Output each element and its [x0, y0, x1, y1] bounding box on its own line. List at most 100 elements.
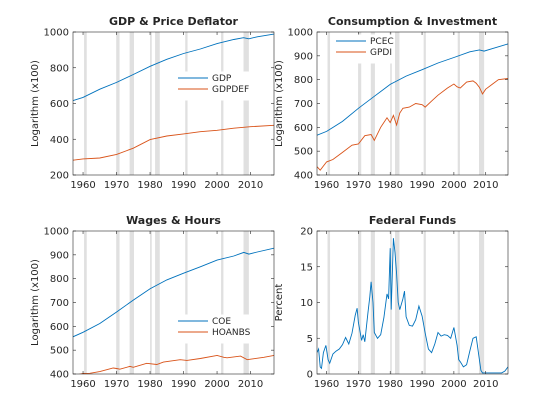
- y-axis-label: Logarithm (x100): [30, 60, 41, 147]
- series-line-coe: [73, 247, 274, 338]
- y-tick-label: 900: [50, 250, 69, 261]
- legend-label: COE: [212, 317, 231, 327]
- x-tick-label: 1990: [409, 180, 434, 191]
- x-tick-label: 2000: [441, 180, 466, 191]
- x-tick-label: 1960: [314, 180, 339, 191]
- x-tick-label: 1960: [314, 379, 339, 390]
- recession-band: [423, 32, 426, 175]
- y-tick-label: 0: [307, 370, 313, 381]
- y-tick-label: 1000: [288, 28, 313, 39]
- chart-panel-1: 1960 1970 1980 1990 2000 2010 200 400 600 800 1000…: [30, 15, 275, 191]
- y-tick-label: 1000: [44, 28, 69, 39]
- x-tick-label: 1990: [171, 180, 196, 191]
- x-tick-label: 1970: [104, 379, 129, 390]
- chart-panel-2: 1960 1970 1980 1990 2000 2010 400 500 600 700 800 9…: [274, 15, 509, 191]
- y-tick-label: 600: [50, 99, 69, 110]
- legend-label: HOANBS: [212, 328, 251, 338]
- recession-band: [243, 32, 249, 175]
- legend-box: [174, 314, 267, 344]
- x-tick-label: 1970: [346, 379, 371, 390]
- x-tick-label: 2010: [473, 180, 498, 191]
- recession-band: [457, 231, 460, 374]
- x-tick-label: 1980: [137, 180, 162, 191]
- y-tick-label: 400: [294, 171, 313, 182]
- chart-panel-3: 1960 1970 1980 1990 2000 2010 400 500 600 700 800 9…: [30, 214, 275, 390]
- x-tick-label: 2010: [238, 379, 263, 390]
- y-axis-label: Percent: [274, 284, 285, 322]
- x-tick-label: 2000: [441, 379, 466, 390]
- legend-box: [332, 34, 394, 64]
- recession-band: [423, 231, 426, 374]
- legend-label: GPDI: [370, 48, 392, 58]
- y-tick-label: 400: [50, 135, 69, 146]
- y-tick-label: 600: [50, 322, 69, 333]
- series-line-gdp: [73, 33, 274, 102]
- x-tick-label: 1970: [346, 180, 371, 191]
- chart-panel-4: 1960 1970 1980 1990 2000 2010 0 5 10 15 20 Federal …: [274, 214, 509, 390]
- series-line-gdpdef: [73, 124, 274, 161]
- recession-band: [150, 231, 152, 374]
- recession-band: [394, 32, 400, 175]
- recession-band: [129, 231, 134, 374]
- recession-band: [84, 32, 87, 175]
- y-tick-label: 400: [50, 370, 69, 381]
- y-tick-label: 600: [294, 123, 313, 134]
- y-tick-label: 15: [300, 262, 313, 273]
- y-tick-label: 900: [294, 51, 313, 62]
- y-tick-label: 500: [50, 346, 69, 357]
- x-tick-label: 2010: [473, 379, 498, 390]
- legend-label: GDP: [212, 74, 232, 84]
- recession-band: [185, 231, 188, 374]
- recession-band: [155, 231, 160, 374]
- x-tick-label: 2000: [204, 180, 229, 191]
- x-tick-label: 1990: [409, 379, 434, 390]
- recession-band: [327, 231, 331, 374]
- x-tick-label: 2000: [204, 379, 229, 390]
- recession-band: [84, 231, 87, 374]
- chart-title: Federal Funds: [369, 214, 457, 227]
- chart-title: Consumption & Investment: [328, 15, 497, 28]
- legend-box: [174, 71, 267, 101]
- y-tick-label: 10: [300, 298, 313, 309]
- recession-band: [390, 32, 392, 175]
- recession-band: [221, 32, 224, 175]
- recession-band: [358, 32, 362, 175]
- y-tick-label: 20: [300, 227, 313, 238]
- chart-title: Wages & Hours: [126, 214, 221, 227]
- legend-label: PCEC: [370, 37, 394, 47]
- series-line-hoanbs: [73, 354, 274, 374]
- recession-band: [150, 32, 152, 175]
- x-tick-label: 2010: [238, 180, 263, 191]
- legend-label: GDPDEF: [212, 85, 249, 95]
- series-line-pcec: [317, 43, 508, 136]
- recession-band: [155, 32, 160, 175]
- recession-band: [479, 231, 485, 374]
- x-tick-label: 1980: [377, 379, 402, 390]
- recession-band: [116, 231, 120, 374]
- x-tick-label: 1960: [70, 379, 95, 390]
- y-axis-label: Logarithm (x100): [274, 60, 285, 147]
- y-axis-label: Logarithm (x100): [30, 259, 41, 346]
- y-tick-label: 200: [50, 171, 69, 182]
- recession-band: [185, 32, 188, 175]
- x-tick-label: 1960: [70, 180, 95, 191]
- y-tick-label: 5: [307, 334, 313, 345]
- y-tick-label: 700: [294, 99, 313, 110]
- recession-band: [479, 32, 485, 175]
- chart-title: GDP & Price Deflator: [109, 15, 239, 28]
- x-tick-label: 1990: [171, 379, 196, 390]
- recession-band: [116, 32, 120, 175]
- y-tick-label: 700: [50, 298, 69, 309]
- series-line-fedfunds: [317, 238, 508, 374]
- recession-band: [394, 231, 400, 374]
- recession-band: [221, 231, 224, 374]
- recession-band: [370, 32, 375, 175]
- y-tick-label: 800: [50, 274, 69, 285]
- x-tick-label: 1980: [137, 379, 162, 390]
- recession-band: [129, 32, 134, 175]
- x-tick-label: 1980: [377, 180, 402, 191]
